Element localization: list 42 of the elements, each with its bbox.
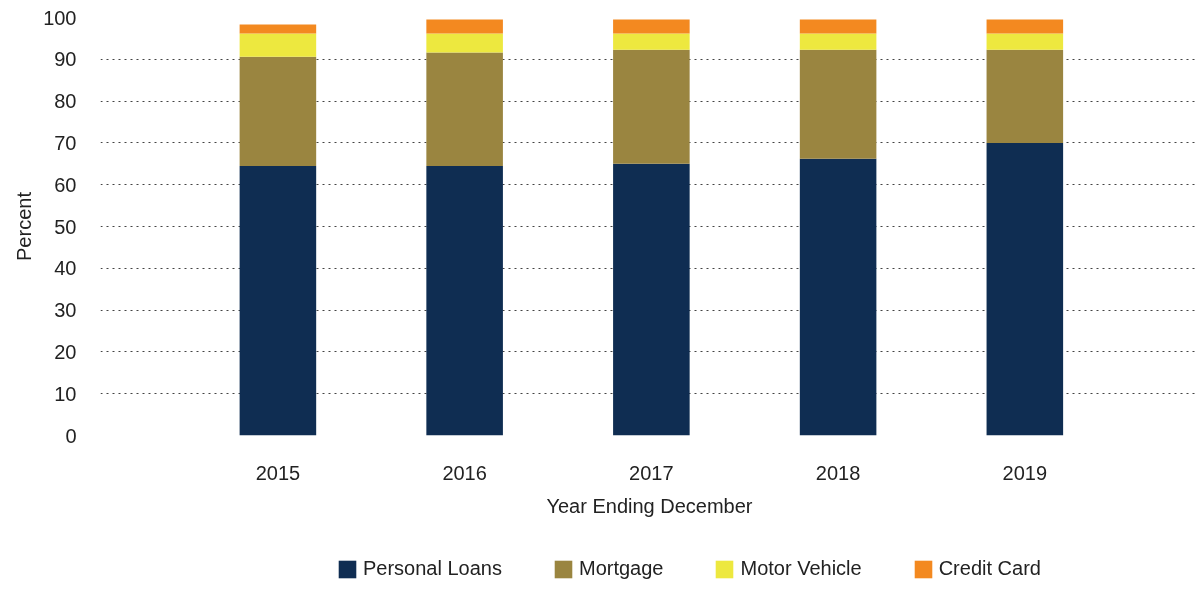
x-tick-label: 2019 [1002, 461, 1048, 484]
bar [426, 33, 503, 53]
x-axis-title: Year Ending December [546, 494, 753, 517]
bar [239, 24, 317, 34]
bar [239, 33, 317, 57]
y-tick-label: 100 [43, 6, 77, 29]
bar [426, 52, 503, 166]
bar [986, 19, 1064, 34]
y-tick-label: 40 [54, 257, 77, 280]
bar [986, 142, 1064, 436]
legend-label: Motor Vehicle [740, 557, 862, 580]
bar [239, 165, 317, 436]
bar [986, 33, 1064, 50]
bar [986, 49, 1064, 143]
x-tick-label: 2016 [442, 461, 487, 484]
y-tick-label: 70 [54, 131, 77, 154]
y-tick-label: 10 [54, 382, 77, 405]
y-axis-title: Percent [13, 191, 36, 261]
x-tick-label: 2017 [629, 461, 674, 484]
bar [613, 49, 690, 164]
bar [799, 158, 877, 436]
bar [799, 49, 877, 159]
bar [613, 19, 690, 34]
bar [426, 165, 503, 436]
bar [799, 33, 877, 50]
y-tick-label: 60 [54, 173, 77, 196]
bar [799, 19, 877, 34]
y-tick-label: 90 [54, 48, 77, 71]
bar [613, 33, 690, 50]
y-tick-label: 30 [54, 299, 77, 322]
bar [239, 56, 317, 166]
legend-label: Mortgage [578, 557, 664, 580]
y-tick-label: 20 [54, 340, 77, 363]
bar [613, 163, 690, 436]
x-tick-label: 2015 [255, 461, 301, 484]
x-tick-label: 2018 [815, 461, 861, 484]
y-tick-label: 0 [65, 424, 77, 447]
y-tick-label: 80 [54, 90, 77, 113]
legend-label: Credit Card [938, 557, 1041, 580]
y-tick-label: 50 [54, 215, 77, 238]
bar [426, 19, 503, 34]
legend-label: Personal Loans [363, 557, 502, 580]
